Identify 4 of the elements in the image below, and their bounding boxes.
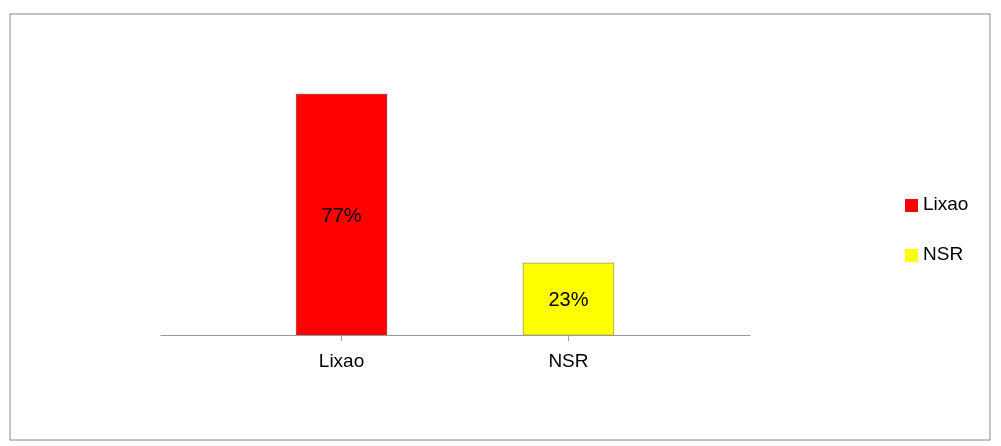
legend-label: Lixao: [923, 193, 969, 214]
data-label: 23%: [548, 288, 589, 311]
legend-label: NSR: [923, 243, 964, 264]
data-label: 77%: [321, 203, 362, 226]
